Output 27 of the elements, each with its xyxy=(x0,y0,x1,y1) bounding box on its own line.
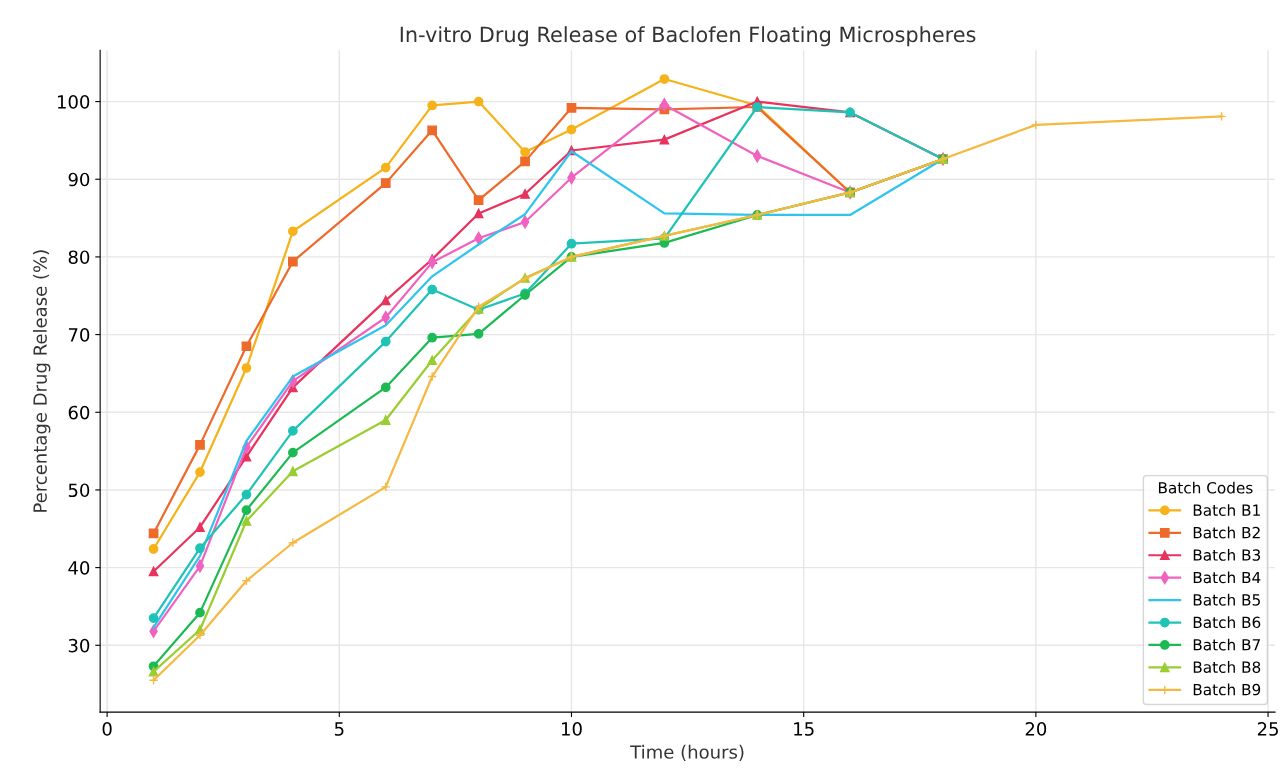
x-tick-label: 25 xyxy=(1257,722,1278,736)
x-tick-label: 0 xyxy=(102,722,112,736)
legend-label: Batch B2 xyxy=(1193,526,1260,539)
x-tick-label: 20 xyxy=(1025,722,1047,736)
y-tick-label: 30 xyxy=(68,638,90,653)
y-tick-label: 50 xyxy=(68,483,90,498)
y-tick-label: 40 xyxy=(68,561,90,575)
x-tick-label: 10 xyxy=(561,722,582,736)
chart-title: In-vitro Drug Release of Baclofen Floating Microspheres xyxy=(400,26,976,47)
legend-label: Batch B6 xyxy=(1193,616,1261,629)
legend-label: Batch B9 xyxy=(1193,683,1261,696)
legend-label: Batch B4 xyxy=(1193,571,1261,584)
y-axis-title: Percentage Drug Release (%) xyxy=(32,250,51,512)
y-tick-label: 60 xyxy=(68,405,90,420)
y-tick-label: 100 xyxy=(57,95,90,109)
y-tick-label: 80 xyxy=(68,250,90,265)
legend-title: Batch Codes xyxy=(1158,481,1253,494)
legend-label: Batch B7 xyxy=(1193,638,1260,651)
legend-label: Batch B8 xyxy=(1193,661,1261,673)
x-tick-label: 15 xyxy=(794,722,814,736)
x-axis-title: Time (hours) xyxy=(630,744,744,761)
legend-label: Batch B1 xyxy=(1193,504,1260,516)
legend-label: Batch B3 xyxy=(1193,548,1261,561)
legend-label: Batch B5 xyxy=(1193,593,1260,606)
y-tick-label: 90 xyxy=(68,172,90,187)
y-tick-label: 70 xyxy=(68,328,90,342)
x-tick-label: 5 xyxy=(334,722,344,736)
